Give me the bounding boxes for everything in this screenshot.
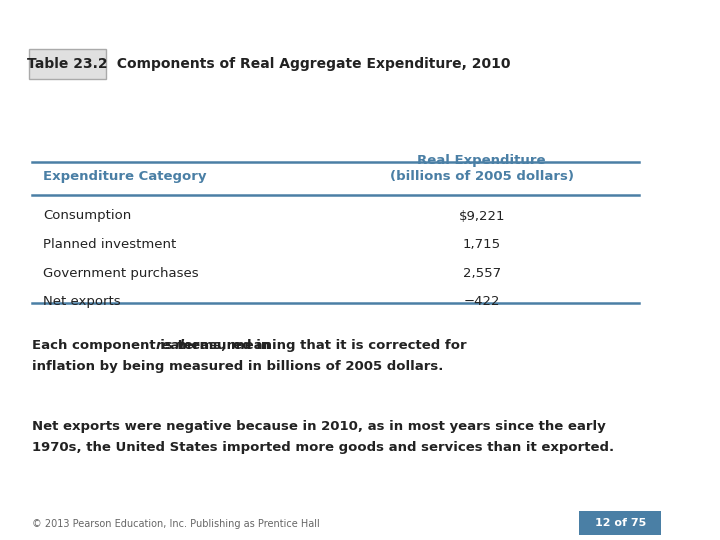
Text: Government purchases: Government purchases bbox=[43, 267, 199, 280]
Text: 1970s, the United States imported more goods and services than it exported.: 1970s, the United States imported more g… bbox=[32, 441, 614, 454]
Text: Components of Real Aggregate Expenditure, 2010: Components of Real Aggregate Expenditure… bbox=[107, 57, 510, 71]
Text: Consumption: Consumption bbox=[43, 210, 132, 222]
Text: 1,715: 1,715 bbox=[463, 238, 501, 251]
Text: terms, meaning that it is corrected for: terms, meaning that it is corrected for bbox=[173, 339, 467, 352]
Text: −422: −422 bbox=[464, 295, 500, 308]
Text: Planned investment: Planned investment bbox=[43, 238, 176, 251]
Text: Real Expenditure: Real Expenditure bbox=[418, 154, 546, 167]
Text: 2,557: 2,557 bbox=[463, 267, 501, 280]
FancyBboxPatch shape bbox=[30, 49, 106, 79]
Text: Net exports were negative because in 2010, as in most years since the early: Net exports were negative because in 201… bbox=[32, 420, 606, 433]
Text: inflation by being measured in billions of 2005 dollars.: inflation by being measured in billions … bbox=[32, 360, 444, 373]
FancyBboxPatch shape bbox=[580, 511, 661, 535]
Text: Net exports: Net exports bbox=[43, 295, 121, 308]
Text: real: real bbox=[156, 339, 184, 352]
Text: Table 23.2: Table 23.2 bbox=[27, 57, 108, 71]
Text: $9,221: $9,221 bbox=[459, 210, 505, 222]
Text: Expenditure Category: Expenditure Category bbox=[43, 170, 207, 183]
Text: (billions of 2005 dollars): (billions of 2005 dollars) bbox=[390, 170, 574, 183]
Text: 12 of 75: 12 of 75 bbox=[595, 518, 646, 528]
Text: © 2013 Pearson Education, Inc. Publishing as Prentice Hall: © 2013 Pearson Education, Inc. Publishin… bbox=[32, 519, 320, 529]
Text: Each component is measured in: Each component is measured in bbox=[32, 339, 275, 352]
